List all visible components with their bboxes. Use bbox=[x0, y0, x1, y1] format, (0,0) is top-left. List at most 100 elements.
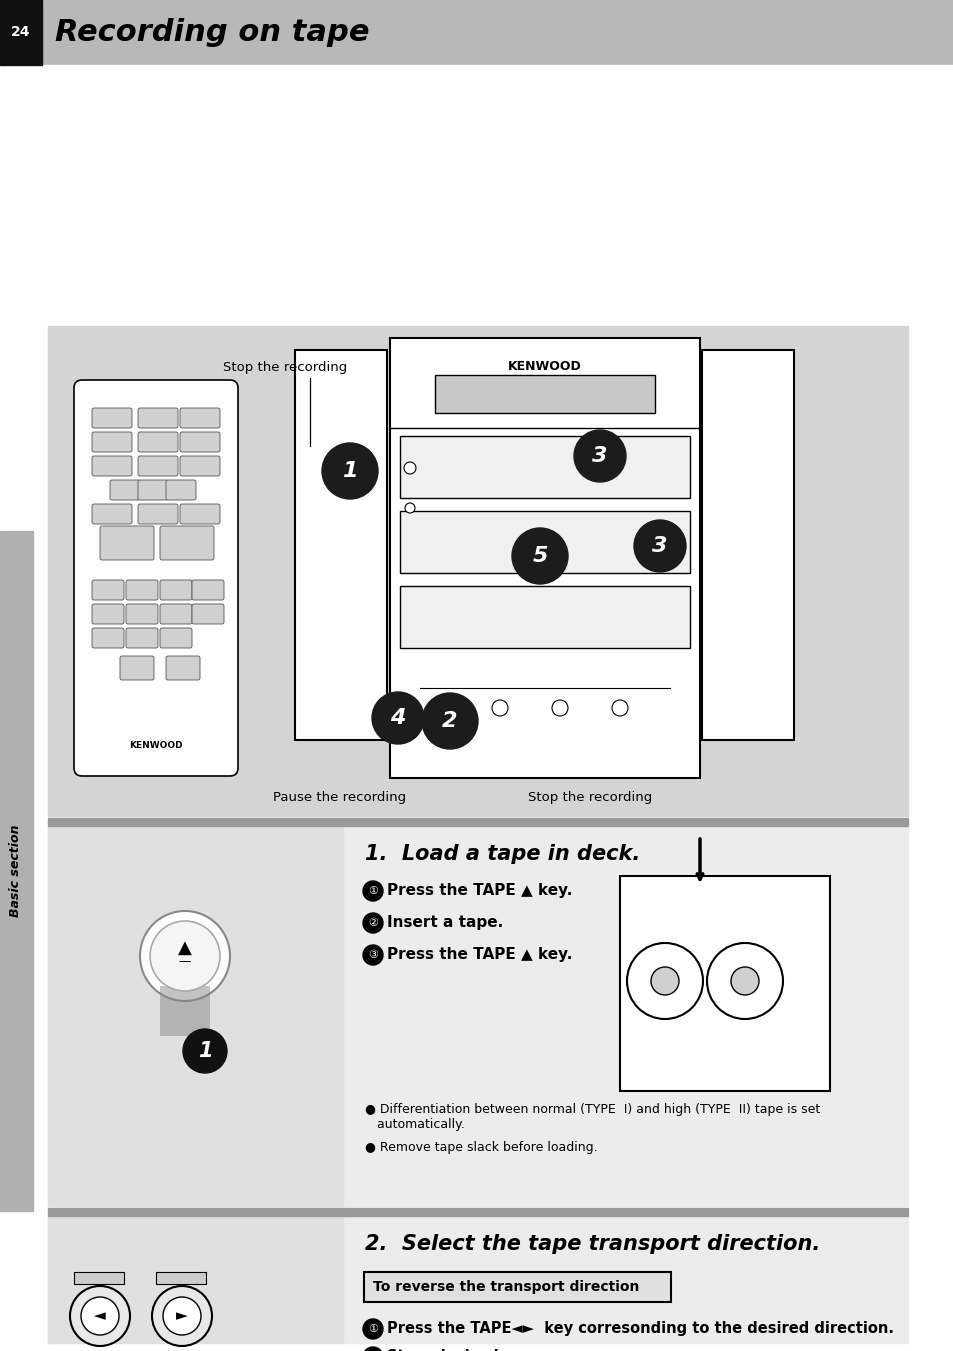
FancyBboxPatch shape bbox=[138, 480, 168, 500]
Text: 5: 5 bbox=[532, 546, 547, 566]
FancyBboxPatch shape bbox=[180, 504, 220, 524]
Text: Recording on tape: Recording on tape bbox=[55, 18, 369, 47]
Circle shape bbox=[363, 944, 382, 965]
Circle shape bbox=[183, 1029, 227, 1073]
Text: Press the TAPE◄►  key corresonding to the desired direction.: Press the TAPE◄► key corresonding to the… bbox=[387, 1321, 893, 1336]
Bar bbox=[294, 350, 387, 740]
FancyBboxPatch shape bbox=[91, 580, 124, 600]
Circle shape bbox=[152, 1286, 212, 1346]
Text: KENWOOD: KENWOOD bbox=[508, 359, 581, 373]
Text: Basic section: Basic section bbox=[10, 824, 23, 917]
Circle shape bbox=[70, 1286, 130, 1346]
Circle shape bbox=[706, 943, 782, 1019]
Text: ①: ① bbox=[368, 1324, 377, 1333]
Circle shape bbox=[405, 503, 415, 513]
Circle shape bbox=[492, 700, 507, 716]
FancyBboxPatch shape bbox=[160, 604, 192, 624]
Text: 24: 24 bbox=[11, 26, 30, 39]
Text: 2.  Select the tape transport direction.: 2. Select the tape transport direction. bbox=[365, 1233, 820, 1254]
Bar bbox=[74, 1273, 124, 1283]
Circle shape bbox=[432, 700, 448, 716]
FancyBboxPatch shape bbox=[192, 604, 224, 624]
FancyBboxPatch shape bbox=[180, 408, 220, 428]
FancyBboxPatch shape bbox=[160, 580, 192, 600]
Circle shape bbox=[363, 913, 382, 934]
FancyBboxPatch shape bbox=[138, 457, 178, 476]
FancyBboxPatch shape bbox=[120, 657, 153, 680]
FancyBboxPatch shape bbox=[126, 580, 158, 600]
Text: ▲: ▲ bbox=[178, 939, 192, 957]
FancyBboxPatch shape bbox=[138, 432, 178, 453]
Bar bbox=[399, 511, 689, 573]
Circle shape bbox=[512, 528, 567, 584]
FancyBboxPatch shape bbox=[180, 457, 220, 476]
FancyBboxPatch shape bbox=[91, 504, 132, 524]
Circle shape bbox=[322, 443, 377, 499]
FancyBboxPatch shape bbox=[166, 657, 200, 680]
FancyBboxPatch shape bbox=[74, 380, 237, 775]
Circle shape bbox=[650, 967, 679, 994]
Circle shape bbox=[363, 881, 382, 901]
Text: ● Differentiation between normal (TYPE  I) and high (TYPE  II) tape is set: ● Differentiation between normal (TYPE I… bbox=[365, 1102, 820, 1116]
Bar bbox=[435, 376, 655, 413]
FancyBboxPatch shape bbox=[91, 604, 124, 624]
Text: ①: ① bbox=[368, 886, 377, 896]
Text: automatically.: automatically. bbox=[365, 1119, 464, 1131]
Bar bbox=[0, 0, 42, 65]
Bar bbox=[390, 338, 700, 778]
Text: 1: 1 bbox=[197, 1042, 212, 1061]
FancyBboxPatch shape bbox=[91, 457, 132, 476]
Text: Insert a tape.: Insert a tape. bbox=[387, 916, 503, 931]
FancyBboxPatch shape bbox=[160, 628, 192, 648]
FancyBboxPatch shape bbox=[126, 604, 158, 624]
Circle shape bbox=[81, 1297, 119, 1335]
FancyBboxPatch shape bbox=[110, 480, 140, 500]
Circle shape bbox=[363, 1347, 382, 1351]
Bar bbox=[156, 1273, 206, 1283]
Bar bbox=[0, 0, 953, 65]
Circle shape bbox=[552, 700, 567, 716]
Bar bbox=[48, 1208, 907, 1216]
Text: ③: ③ bbox=[368, 950, 377, 961]
Bar bbox=[48, 1216, 343, 1343]
Text: Press the TAPE ▲ key.: Press the TAPE ▲ key. bbox=[387, 884, 572, 898]
Text: Press the TAPE ▲ key.: Press the TAPE ▲ key. bbox=[387, 947, 572, 962]
FancyBboxPatch shape bbox=[126, 628, 158, 648]
Text: 2: 2 bbox=[442, 711, 457, 731]
Circle shape bbox=[363, 1319, 382, 1339]
Text: 1.  Load a tape in deck.: 1. Load a tape in deck. bbox=[365, 844, 639, 865]
Circle shape bbox=[403, 462, 416, 474]
Text: 3: 3 bbox=[592, 446, 607, 466]
Circle shape bbox=[372, 692, 423, 744]
FancyBboxPatch shape bbox=[166, 480, 195, 500]
Text: 3: 3 bbox=[652, 536, 667, 557]
Circle shape bbox=[574, 430, 625, 482]
FancyBboxPatch shape bbox=[91, 432, 132, 453]
Text: Stop playback.: Stop playback. bbox=[387, 1350, 509, 1351]
Bar bbox=[48, 825, 343, 1206]
FancyBboxPatch shape bbox=[160, 526, 213, 561]
Text: 4: 4 bbox=[390, 708, 405, 728]
Bar bbox=[160, 986, 210, 1036]
FancyBboxPatch shape bbox=[192, 580, 224, 600]
Bar bbox=[48, 326, 907, 816]
Circle shape bbox=[626, 943, 702, 1019]
Text: ● Remove tape slack before loading.: ● Remove tape slack before loading. bbox=[365, 1142, 597, 1154]
Text: To reverse the transport direction: To reverse the transport direction bbox=[373, 1279, 639, 1294]
Bar bbox=[0, 531, 33, 1210]
Circle shape bbox=[634, 520, 685, 571]
Bar bbox=[48, 1216, 907, 1343]
Text: ►: ► bbox=[176, 1309, 188, 1324]
Bar bbox=[701, 350, 793, 740]
Bar bbox=[619, 875, 829, 1092]
Bar bbox=[0, 65, 953, 95]
Text: Stop the recording: Stop the recording bbox=[527, 792, 652, 804]
Circle shape bbox=[730, 967, 759, 994]
Circle shape bbox=[150, 921, 220, 992]
Text: 1: 1 bbox=[342, 461, 357, 481]
Circle shape bbox=[421, 693, 477, 748]
Bar bbox=[399, 436, 689, 499]
Bar bbox=[48, 817, 907, 825]
Circle shape bbox=[612, 700, 627, 716]
Text: —: — bbox=[178, 955, 191, 969]
